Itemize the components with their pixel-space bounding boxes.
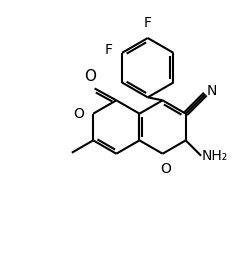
Text: NH₂: NH₂: [202, 149, 228, 163]
Text: F: F: [104, 43, 112, 57]
Text: F: F: [144, 16, 152, 30]
Text: O: O: [73, 107, 84, 121]
Text: O: O: [160, 162, 171, 176]
Text: O: O: [84, 69, 96, 85]
Text: N: N: [207, 84, 217, 98]
